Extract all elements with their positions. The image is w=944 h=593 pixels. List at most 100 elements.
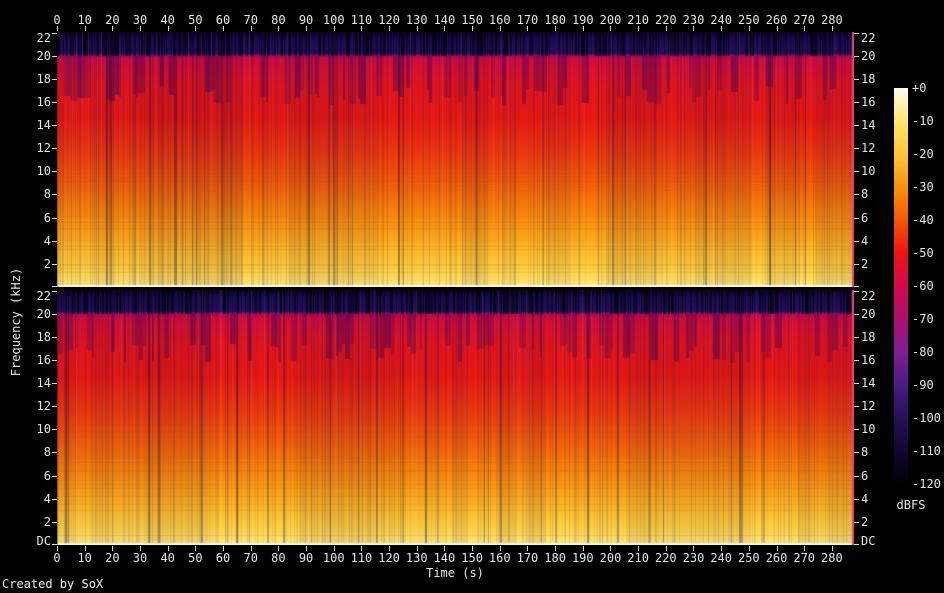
time-tick <box>831 26 833 31</box>
colorbar-gradient <box>894 88 908 484</box>
freq-tick-label: 20 <box>36 48 51 63</box>
time-tick-label: 140 <box>433 551 456 565</box>
time-tick-label: 20 <box>105 551 120 565</box>
freq-tick <box>52 194 57 196</box>
freq-tick-label: 2 <box>861 256 869 271</box>
freq-tick <box>854 101 859 103</box>
freq-tick <box>854 313 859 315</box>
time-tick <box>638 546 640 551</box>
time-tick <box>250 26 252 31</box>
time-tick <box>167 546 169 551</box>
freq-tick-label: 20 <box>861 48 876 63</box>
freq-tick-label: 8 <box>43 445 51 460</box>
freq-tick-label: 8 <box>861 187 869 202</box>
freq-tick-label: 12 <box>36 141 51 156</box>
freq-tick-label: 22 <box>36 289 51 303</box>
freq-tick-label: 22 <box>861 289 876 303</box>
spectrogram-channel-2 <box>57 290 854 545</box>
time-tick-label: 50 <box>188 551 203 565</box>
freq-tick-label: 22 <box>36 31 51 45</box>
freq-tick-label: 18 <box>36 71 51 86</box>
time-tick <box>776 546 778 551</box>
time-tick-label: 120 <box>378 13 400 27</box>
time-tick <box>140 26 142 31</box>
time-tick <box>831 546 833 551</box>
time-tick-label: 160 <box>488 13 511 27</box>
freq-tick <box>52 148 57 150</box>
freq-tick-label: 6 <box>861 468 869 483</box>
time-tick <box>721 26 723 31</box>
colorbar-tick-label: -80 <box>912 345 934 359</box>
time-tick <box>389 546 391 551</box>
time-tick <box>472 26 474 31</box>
time-tick-label: 210 <box>627 551 649 565</box>
time-tick <box>527 546 529 551</box>
freq-tick-label: 12 <box>36 399 51 414</box>
freq-tick <box>52 125 57 127</box>
time-tick <box>665 546 667 551</box>
freq-tick-label: 6 <box>43 468 51 483</box>
time-tick-label: 190 <box>571 13 594 27</box>
freq-tick <box>854 55 859 57</box>
time-tick-label: 100 <box>322 13 345 27</box>
time-tick-label: 280 <box>821 13 843 27</box>
time-tick-label: 130 <box>405 551 428 565</box>
colorbar-tick-label: -20 <box>912 147 934 161</box>
time-tick-label: 270 <box>793 551 816 565</box>
freq-tick <box>854 194 859 196</box>
freq-tick <box>52 406 57 408</box>
time-tick-label: 190 <box>571 551 594 565</box>
freq-tick-label: 20 <box>36 306 51 321</box>
freq-tick-label: 22 <box>861 31 876 45</box>
time-tick <box>333 26 335 31</box>
freq-tick <box>854 286 859 287</box>
time-tick-label: 240 <box>710 13 732 27</box>
time-tick-label: 270 <box>793 13 816 27</box>
time-tick-label: 220 <box>654 551 677 565</box>
freq-tick-label: 10 <box>861 422 876 437</box>
freq-tick-label: 20 <box>861 306 876 321</box>
freq-tick-label: 10 <box>36 164 51 179</box>
freq-tick <box>52 336 57 338</box>
freq-tick <box>854 125 859 127</box>
time-tick-label: 260 <box>765 13 788 27</box>
colorbar-tick-label: -120 <box>912 477 941 491</box>
time-tick-label: 180 <box>544 551 566 565</box>
time-tick-label: 230 <box>682 13 705 27</box>
freq-tick-label: 12 <box>861 399 876 414</box>
freq-tick-label: 16 <box>36 352 51 367</box>
freq-tick-label: 6 <box>861 210 869 225</box>
time-tick-label: 200 <box>599 13 622 27</box>
freq-tick <box>52 452 57 454</box>
time-tick-label: 230 <box>682 551 705 565</box>
freq-tick-label: 6 <box>43 210 51 225</box>
time-tick-label: 150 <box>461 13 483 27</box>
time-tick-label: 30 <box>132 13 148 27</box>
freq-tick <box>52 240 57 242</box>
freq-tick-label: 4 <box>861 233 869 248</box>
time-tick-label: 70 <box>243 551 258 565</box>
freq-tick <box>52 101 57 103</box>
time-tick <box>361 26 363 31</box>
colorbar-tick-label: -50 <box>912 246 934 260</box>
time-tick-label: 140 <box>433 13 456 27</box>
colorbar-tick-label: -10 <box>912 114 934 128</box>
time-tick <box>693 26 695 31</box>
time-tick <box>112 26 114 31</box>
freq-tick <box>52 544 57 545</box>
freq-tick <box>52 263 57 265</box>
time-tick-label: 120 <box>378 551 400 565</box>
freq-tick <box>52 286 57 287</box>
colorbar-tick-label: -70 <box>912 312 934 326</box>
freq-tick-label: 18 <box>861 71 876 86</box>
colorbar-tick-label: -60 <box>912 279 934 293</box>
colorbar-tick-label: -30 <box>912 180 934 194</box>
freq-tick-label: 4 <box>43 233 51 248</box>
time-tick <box>195 26 197 31</box>
time-tick <box>389 26 391 31</box>
freq-tick <box>854 290 859 292</box>
freq-tick <box>854 359 859 361</box>
time-tick <box>223 26 225 31</box>
freq-tick-label: 18 <box>861 329 876 344</box>
time-tick-label: 110 <box>350 551 373 565</box>
